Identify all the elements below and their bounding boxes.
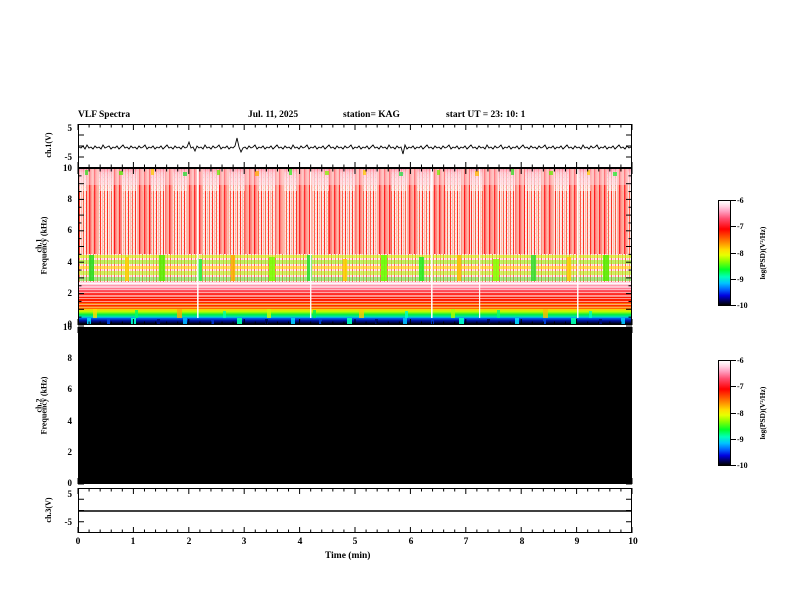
- observation-date: Jul. 11, 2025: [248, 110, 299, 120]
- xtick-1: 1: [130, 537, 136, 547]
- ch1-spec-ytick-2: 2: [67, 288, 73, 298]
- xtick-6: 6: [408, 537, 414, 547]
- ch1-cbtick-neg8: -8: [737, 249, 744, 258]
- ch2-cbtick-neg6: -6: [737, 356, 744, 365]
- x-axis-label: Time (min): [325, 551, 371, 561]
- ch2-cb-tickmark-neg6: [731, 360, 736, 361]
- xtick-5: 5: [352, 537, 358, 547]
- start-ut-label: start UT = 23: 10: 1: [446, 110, 526, 120]
- station-label: station= KAG: [343, 110, 400, 120]
- ch2-spec-ytick-4: 4: [67, 416, 73, 426]
- figure-title: VLF Spectra: [78, 110, 131, 120]
- ch3-waveform-ytick-5: 5: [67, 489, 73, 499]
- ch1-spec-ytick-10: 10: [63, 163, 72, 173]
- xtick-10: 10: [628, 537, 638, 547]
- ch2-spec-ytick-10: 10: [63, 322, 72, 332]
- figure-title-row: VLF Spectra Jul. 11, 2025 station= KAG s…: [78, 110, 638, 124]
- ch1-cb-tickmark-neg7: [731, 226, 736, 227]
- ch2-cbtick-neg7: -7: [737, 382, 744, 391]
- ch1-spec-ytick-4: 4: [67, 257, 73, 267]
- xtick-8: 8: [519, 537, 525, 547]
- ch1-waveform-trace: [79, 137, 631, 155]
- ch2-spectrogram-ylabel-freq: Frequency (kHz): [39, 376, 49, 435]
- ch2-spectrogram-image: [79, 328, 631, 483]
- ch2-colorbar: [718, 360, 731, 466]
- ch1-cb-tickmark-neg10: [731, 305, 736, 306]
- ch1-cbtick-neg9: -9: [737, 275, 744, 284]
- ch1-cb-tickmark-neg9: [731, 279, 736, 280]
- ch2-spectrogram-panel: [78, 327, 632, 484]
- ch1-spec-ytick-0: 0: [67, 319, 73, 329]
- ch1-waveform-ytick-5: 5: [67, 123, 73, 133]
- ch1-cbtick-neg7: -7: [737, 222, 744, 231]
- ch1-spec-ytick-8: 8: [67, 194, 73, 204]
- ch2-spec-ytick-8: 8: [67, 353, 73, 363]
- ch2-cbtick-neg8: -8: [737, 409, 744, 418]
- ch2-cbtick-neg10: -10: [737, 461, 748, 470]
- ch3-waveform-trace: [79, 510, 631, 512]
- ch1-cb-tickmark-neg8: [731, 253, 736, 254]
- xtick-2: 2: [186, 537, 192, 547]
- xtick-4: 4: [297, 537, 303, 547]
- ch2-cb-tickmark-neg8: [731, 413, 736, 414]
- ch1-waveform-panel: [78, 124, 632, 168]
- ch1-spectrogram-ylabel-freq: Frequency (kHz): [39, 216, 49, 275]
- ch2-spec-ytick-6: 6: [67, 384, 73, 394]
- ch1-waveform-ytick-neg5: -5: [64, 152, 73, 162]
- ch1-spec-ytick-6: 6: [67, 225, 73, 235]
- ch2-cb-tickmark-neg7: [731, 386, 736, 387]
- ch1-colorbar-label: log(PSD)(V²/Hz): [758, 226, 767, 280]
- ch1-spectrogram-image: [79, 169, 631, 324]
- ch1-cbtick-neg10: -10: [737, 301, 748, 310]
- ch2-spec-ytick-0: 0: [67, 478, 73, 488]
- ch2-cb-tickmark-neg10: [731, 465, 736, 466]
- xtick-9: 9: [574, 537, 580, 547]
- ch2-spec-ytick-2: 2: [67, 447, 73, 457]
- ch3-waveform-ytick-neg5: -5: [64, 517, 73, 527]
- ch3-waveform-panel: [78, 488, 632, 533]
- ch1-spectrogram-panel: [78, 168, 632, 325]
- xtick-0: 0: [75, 537, 81, 547]
- ch1-cbtick-neg6: -6: [737, 196, 744, 205]
- xtick-3: 3: [241, 537, 247, 547]
- ch1-cb-tickmark-neg6: [731, 200, 736, 201]
- ch2-colorbar-label: log(PSD)(V²/Hz): [758, 386, 767, 440]
- ch2-cbtick-neg9: -9: [737, 435, 744, 444]
- ch1-colorbar: [718, 200, 731, 306]
- ch2-cb-tickmark-neg9: [731, 439, 736, 440]
- xtick-7: 7: [463, 537, 469, 547]
